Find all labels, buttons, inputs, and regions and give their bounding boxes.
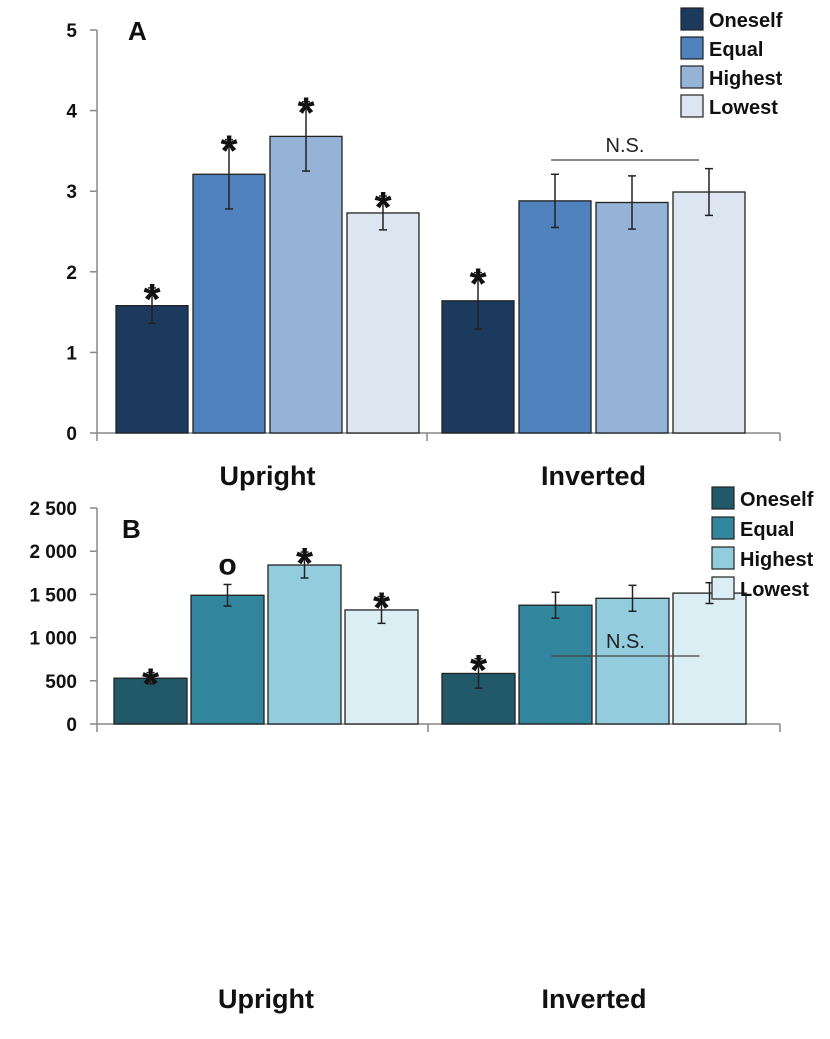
panel-b-chart: 0 500 1 000 1 500 2 000 2 500 * * o * * N.S. Upright… xyxy=(29,486,814,1014)
error-bar xyxy=(705,167,713,217)
bar-highest-inverted xyxy=(595,597,670,725)
y-tick-label: 0 xyxy=(66,424,77,445)
legend-swatch xyxy=(711,576,735,600)
legend-swatch xyxy=(711,546,735,570)
legend-swatch xyxy=(680,7,704,31)
error-bar xyxy=(379,195,387,231)
bar-equal-inverted xyxy=(518,200,592,434)
y-tick-label: 0 xyxy=(66,715,77,736)
error-bar xyxy=(146,671,155,685)
significance-marker: * xyxy=(296,539,314,588)
category-label-inverted: Inverted xyxy=(541,461,646,491)
significance-marker: * xyxy=(469,260,487,309)
significance-marker: * xyxy=(142,660,160,709)
error-bar xyxy=(628,584,637,612)
bar-highest-inverted xyxy=(595,201,669,434)
legend-swatch xyxy=(711,486,735,510)
bar-lowest-upright xyxy=(346,212,420,434)
legend-label: Highest xyxy=(740,549,814,571)
error-bar xyxy=(225,138,233,210)
error-bar xyxy=(300,551,309,579)
ns-annotation: N.S. xyxy=(606,631,645,653)
bar-lowest-upright xyxy=(344,609,419,725)
y-tick-label: 500 xyxy=(45,672,77,693)
legend-label: Lowest xyxy=(709,97,778,119)
error-bar xyxy=(551,591,560,619)
panel-a-chart: 0 1 2 3 4 5 * * * * * N.S. Upright Inverted A Oneself Eq… xyxy=(66,7,783,491)
bar-lowest-inverted xyxy=(672,592,747,725)
error-bar xyxy=(377,595,386,625)
y-tick-label: 3 xyxy=(66,182,77,203)
legend-label: Equal xyxy=(740,519,794,541)
legend-swatch xyxy=(680,94,704,118)
legend-label: Highest xyxy=(709,68,783,90)
y-tick-label: 1 000 xyxy=(29,629,77,650)
error-bar xyxy=(628,175,636,230)
legend-label: Oneself xyxy=(740,489,814,511)
error-bar xyxy=(223,583,232,607)
significance-marker: * xyxy=(143,275,161,324)
legend-label: Oneself xyxy=(709,10,783,32)
bar-oneself-upright xyxy=(113,677,188,725)
y-tick-label: 1 xyxy=(66,343,77,364)
bar-equal-inverted xyxy=(518,604,593,725)
legend-swatch xyxy=(680,36,704,60)
significance-marker: * xyxy=(373,584,391,633)
y-tick-label: 2 500 xyxy=(29,499,77,520)
bar-lowest-inverted xyxy=(672,191,746,434)
legend: Oneself Equal Highest Lowest xyxy=(680,7,783,119)
bar-equal-upright xyxy=(190,594,265,725)
significance-marker: * xyxy=(470,646,488,695)
error-bar xyxy=(148,287,156,325)
ns-annotation: N.S. xyxy=(606,135,645,157)
y-tick-label: 5 xyxy=(66,21,77,42)
bar-equal-upright xyxy=(192,173,266,434)
legend-swatch xyxy=(680,65,704,89)
bar-highest-upright xyxy=(269,135,343,434)
panel-label: B xyxy=(122,514,141,544)
category-label-upright: Upright xyxy=(218,984,314,1014)
legend-label: Equal xyxy=(709,39,763,61)
y-tick-label: 1 500 xyxy=(29,585,77,606)
error-bar xyxy=(302,100,310,172)
error-bar xyxy=(474,658,483,689)
significance-marker: * xyxy=(297,89,315,138)
bar-highest-upright xyxy=(267,564,342,725)
significance-marker: o xyxy=(218,548,236,581)
significance-marker: * xyxy=(220,127,238,176)
bar-oneself-upright xyxy=(115,305,189,434)
legend-label: Lowest xyxy=(740,579,809,601)
legend: Oneself Equal Highest Lowest xyxy=(711,486,814,601)
y-tick-label: 2 xyxy=(66,263,77,284)
category-label-inverted: Inverted xyxy=(541,984,646,1014)
panel-label: A xyxy=(128,16,147,46)
significance-marker: * xyxy=(374,183,392,232)
error-bar xyxy=(551,173,559,229)
category-label-upright: Upright xyxy=(220,461,316,491)
legend-swatch xyxy=(711,516,735,540)
y-tick-label: 4 xyxy=(66,102,77,123)
y-tick-label: 2 000 xyxy=(29,542,77,563)
error-bar xyxy=(474,271,482,330)
